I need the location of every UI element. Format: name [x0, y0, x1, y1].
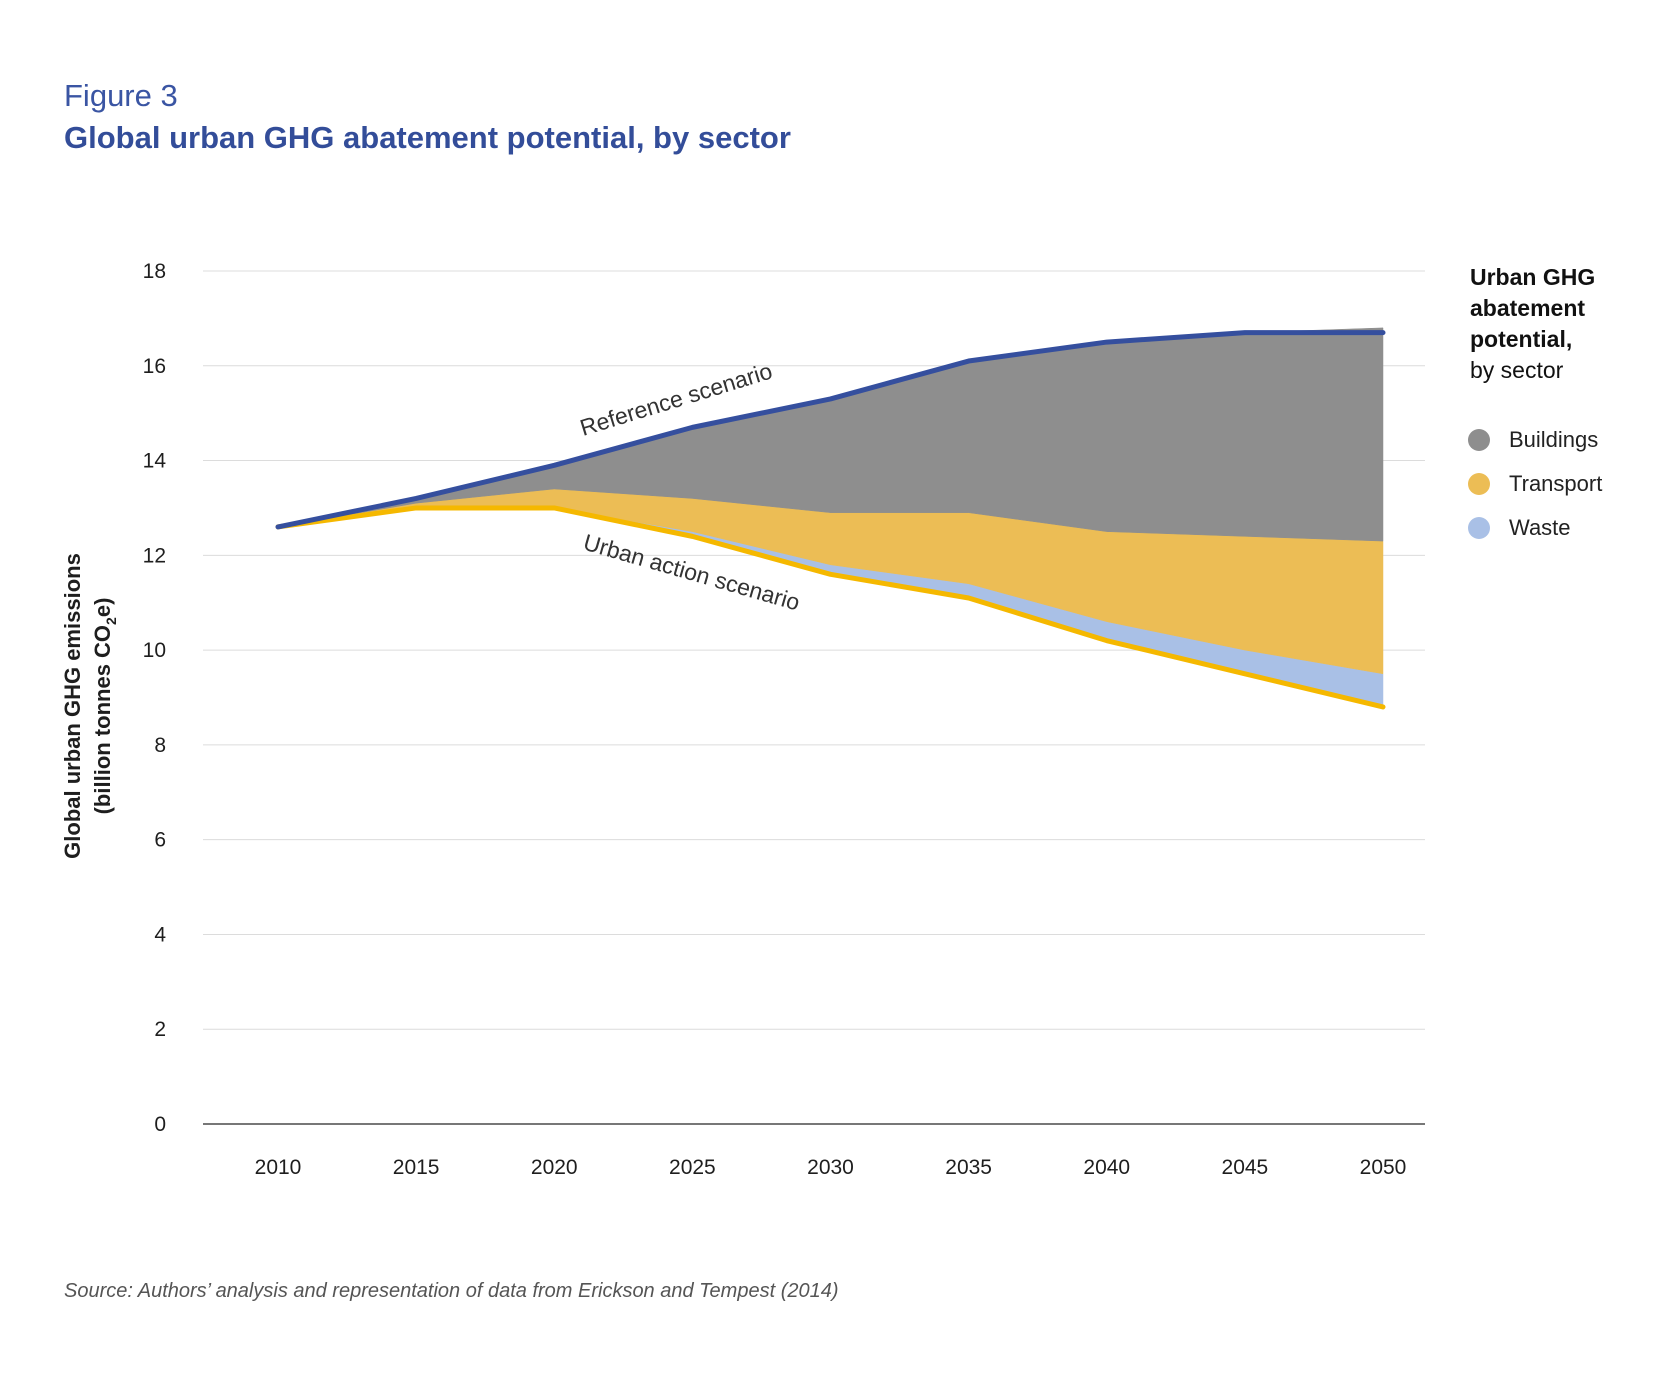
x-tick-label: 2035 [945, 1156, 992, 1179]
figure-title: Global urban GHG abatement potential, by… [64, 120, 791, 155]
y-tick-label: 2 [154, 1018, 166, 1041]
legend-label-waste: Waste [1509, 515, 1571, 540]
legend-title: Urban GHG abatement potential, by sector [1470, 262, 1595, 386]
y-tick-label: 10 [143, 639, 166, 662]
legend-item-buildings: Buildings [1468, 418, 1602, 462]
y-axis-label-subscript: 2 [103, 617, 119, 625]
y-tick-label: 0 [154, 1113, 166, 1136]
stacked-areas [277, 327, 1384, 708]
y-axis-label: Global urban GHG emissions (billion tonn… [60, 553, 119, 859]
y-axis-label-line1: Global urban GHG emissions [60, 553, 85, 859]
legend-title-line4: by sector [1470, 357, 1564, 383]
legend-item-waste: Waste [1468, 506, 1602, 550]
y-axis-label-prefix: (billion tonnes CO [90, 625, 115, 814]
y-tick-label: 16 [143, 355, 166, 378]
figure-label: Figure 3 [64, 78, 178, 113]
legend-swatch-transport [1468, 473, 1490, 495]
x-tick-label: 2015 [393, 1156, 440, 1179]
x-tick-label: 2020 [531, 1156, 578, 1179]
legend-title-line2: abatement [1470, 295, 1586, 321]
legend-item-transport: Transport [1468, 462, 1602, 506]
x-tick-labels: 2010 2015 2020 2025 2030 2035 2040 2045 2050 [255, 1156, 1407, 1179]
x-tick-label: 2010 [255, 1156, 302, 1179]
legend-title-line1: Urban GHG [1470, 264, 1596, 290]
legend-swatch-waste [1468, 517, 1490, 539]
legend-label-transport: Transport [1509, 471, 1603, 496]
y-tick-label: 12 [143, 544, 166, 567]
x-tick-label: 2030 [807, 1156, 854, 1179]
y-tick-label: 4 [154, 923, 166, 946]
x-tick-label: 2050 [1360, 1156, 1407, 1179]
reference-scenario-line [275, 330, 1386, 530]
x-tick-label: 2025 [669, 1156, 716, 1179]
y-tick-label: 8 [154, 734, 166, 757]
y-tick-label: 18 [143, 260, 166, 283]
y-axis-label-line2: (billion tonnes CO2e) [90, 598, 119, 815]
y-axis-label-suffix: e) [90, 598, 115, 618]
y-tick-label: 14 [143, 450, 167, 473]
legend-swatch-buildings [1468, 429, 1490, 451]
y-tick-labels: 0 2 4 6 8 10 12 14 16 18 [143, 260, 167, 1136]
x-tick-label: 2045 [1222, 1156, 1269, 1179]
source-note: Source: Authors’ analysis and representa… [64, 1280, 839, 1302]
legend-title-line3: potential, [1470, 326, 1573, 352]
x-tick-label: 2040 [1083, 1156, 1130, 1179]
legend-label-buildings: Buildings [1509, 427, 1599, 452]
scenario-lines [275, 330, 1386, 710]
urban-action-scenario-line [275, 505, 1386, 710]
legend: Buildings Transport Waste [1468, 418, 1602, 550]
y-tick-label: 6 [154, 829, 166, 852]
